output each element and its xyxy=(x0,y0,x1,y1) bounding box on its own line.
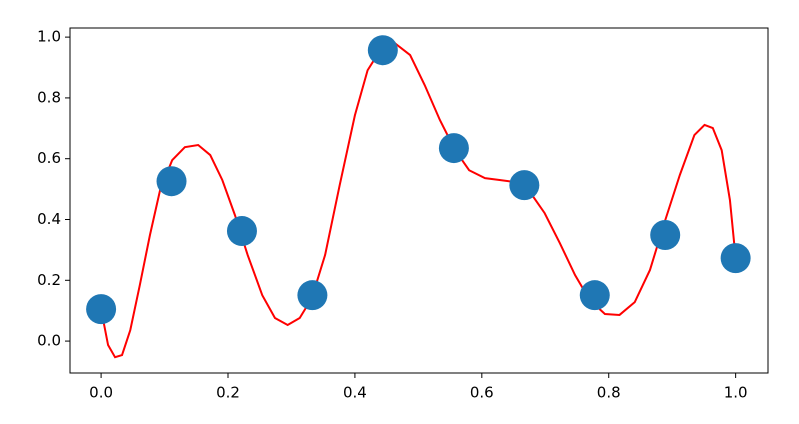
y-tick-label: 0.6 xyxy=(37,149,61,167)
point xyxy=(650,220,681,250)
y-tick-label: 0.4 xyxy=(37,210,61,228)
y-tick-label: 0.0 xyxy=(37,332,61,350)
x-tick-label: 0.6 xyxy=(470,384,494,402)
point xyxy=(438,133,469,164)
point xyxy=(86,294,117,325)
curve xyxy=(100,42,737,359)
y-tick-label: 0.2 xyxy=(37,271,61,289)
x-tick-label: 0.4 xyxy=(343,384,367,402)
y-tick-label: 1.0 xyxy=(37,28,61,46)
y-tick-label: 0.8 xyxy=(37,88,61,106)
point xyxy=(156,166,187,197)
axes-frame xyxy=(69,27,769,374)
point xyxy=(509,170,540,201)
x-tick-label: 1.0 xyxy=(724,384,748,402)
point xyxy=(226,216,257,247)
point xyxy=(720,243,751,274)
x-tick-label: 0.8 xyxy=(597,384,621,402)
point xyxy=(579,280,610,311)
x-tick-label: 0.2 xyxy=(216,384,240,402)
point xyxy=(297,280,328,311)
x-tick-label: 0.0 xyxy=(89,384,113,402)
point xyxy=(367,35,398,66)
